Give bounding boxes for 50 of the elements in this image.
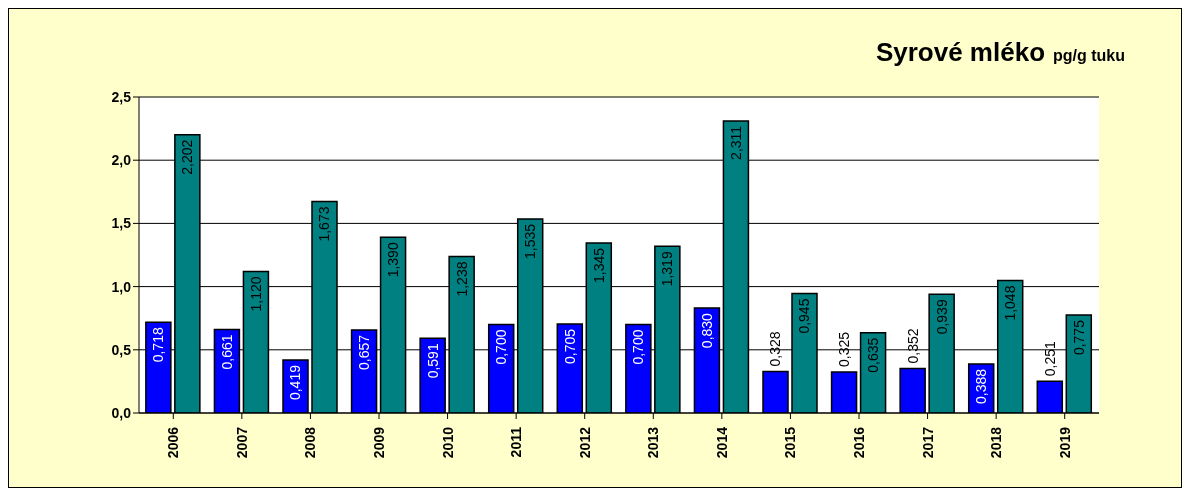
x-tick-label: 2015 [782,426,799,459]
x-tick-label: 2013 [645,426,662,459]
chart-title: Syrové mléko [875,37,1046,67]
x-tick-label: 2019 [1056,426,1073,459]
x-tick-label: 2016 [851,426,867,459]
data-label: 0,700 [630,329,647,365]
data-label: 0,945 [796,298,813,334]
data-label: 0,325 [836,331,853,367]
y-tick-label: 2,5 [111,88,132,105]
data-label: 0,830 [698,312,715,349]
data-label: 0,251 [1041,341,1058,377]
x-tick-label: 2007 [233,426,250,459]
x-tick-label: 2008 [302,426,319,459]
data-label: 1,048 [1002,285,1019,321]
x-tick-label: 2010 [439,426,456,459]
data-label: 0,705 [561,328,578,364]
data-label: 2,311 [727,125,744,160]
data-label: 1,345 [590,247,607,284]
x-tick-label: 2012 [576,426,593,459]
data-label: 0,718 [150,327,167,363]
x-tick-label: 2014 [713,426,730,459]
data-label: 0,591 [424,343,441,379]
x-tick-label: 2017 [919,426,936,459]
data-label: 0,388 [973,368,990,404]
data-label: 2,202 [179,139,196,175]
x-tick-label: 2018 [988,426,1005,459]
data-label: 0,328 [767,331,784,367]
data-label: 0,661 [218,334,235,370]
data-label: 1,238 [453,261,470,297]
y-tick-label: 1,0 [111,278,132,295]
y-tick-label: 1,5 [111,215,132,232]
data-label: 1,390 [385,242,402,278]
y-tick-label: 0,5 [111,341,132,358]
data-label: 1,673 [316,206,333,242]
y-tick-label: 0,0 [111,404,132,421]
x-tick-label: 2006 [165,426,182,459]
data-label: 0,352 [904,328,921,364]
data-label: 0,775 [1070,319,1087,356]
data-label: 0,419 [287,364,304,401]
x-tick-label: 2009 [371,426,387,459]
data-label: 1,535 [522,223,539,260]
data-label: 1,319 [659,251,676,287]
y-tick-label: 2,0 [111,152,132,169]
data-label: 0,635 [865,337,882,373]
data-label: 0,657 [356,334,373,370]
data-label: 0,700 [493,329,510,365]
data-label: 0,939 [933,299,950,335]
data-label: 1,120 [247,276,264,312]
x-tick-label: 2011 [508,426,525,458]
chart-subtitle: pg/g tuku [1053,47,1125,64]
